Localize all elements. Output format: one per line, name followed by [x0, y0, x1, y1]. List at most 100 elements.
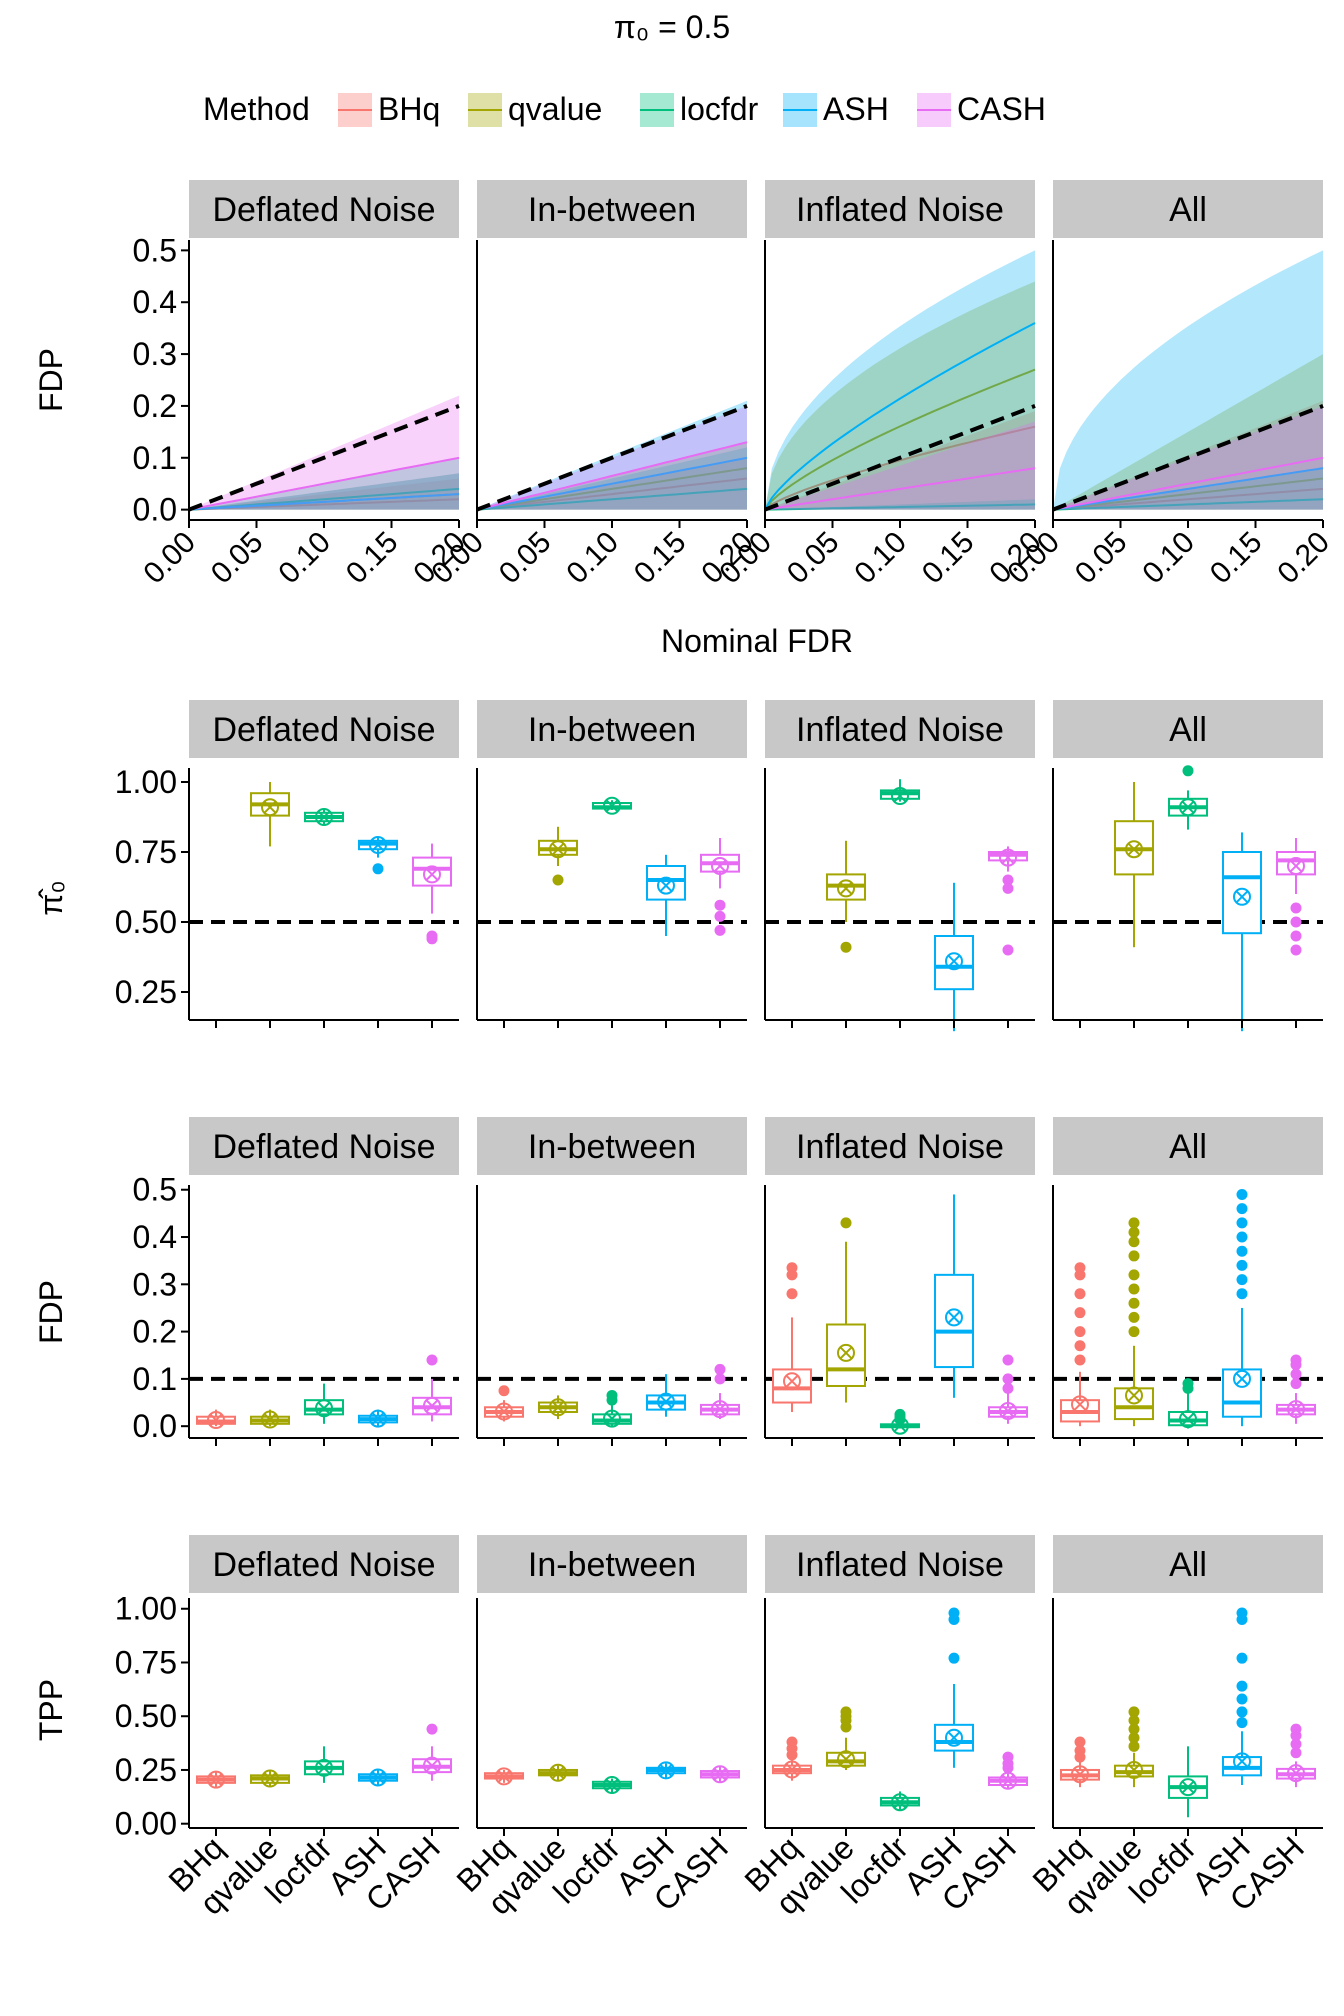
facet-strip: All [1053, 180, 1323, 238]
mean-marker [1125, 1386, 1143, 1405]
box-bhq [484, 1767, 524, 1786]
outlier-point [1128, 1283, 1140, 1295]
facet-label: All [1169, 191, 1207, 229]
box-locfdr [304, 1746, 344, 1783]
reference-line [476, 404, 748, 512]
y-tick-label: 0.0 [133, 1408, 177, 1444]
reference-line [188, 404, 460, 512]
facet-strip: Inflated Noise [765, 700, 1035, 758]
mean-marker [945, 1308, 963, 1327]
outlier-point [1128, 1715, 1140, 1727]
box-cash [412, 843, 452, 945]
median-line-bhq [764, 425, 1036, 511]
mean-marker [1233, 1369, 1251, 1388]
mean-marker [837, 1750, 855, 1769]
outlier-point [1236, 1706, 1248, 1718]
facet-strip: All [1053, 700, 1323, 758]
mean-marker [999, 1402, 1017, 1421]
legend-title: Method [203, 91, 310, 127]
outlier-point [1236, 1652, 1248, 1664]
mean-marker [783, 1372, 801, 1391]
box-qvalue [538, 1395, 578, 1420]
outlier-point [1074, 1288, 1086, 1300]
facet-label: In-between [528, 1128, 696, 1166]
outlier-point [1128, 1723, 1140, 1735]
y-tick-label: 0.2 [133, 388, 177, 424]
panel-deflated-noise: Deflated Noise 0.25 0.50 0.75 1.00 [115, 700, 459, 1028]
y-tick-label: 0.5 [133, 1172, 177, 1208]
box-locfdr [592, 796, 632, 815]
outlier-point [1236, 1259, 1248, 1271]
facet-label: In-between [528, 1546, 696, 1584]
outlier-point [714, 899, 726, 911]
ribbon-ash [1053, 250, 1323, 510]
outlier-point [1290, 930, 1302, 942]
box-bhq [196, 1770, 236, 1789]
box-cash [988, 846, 1028, 956]
outlier-point [840, 941, 852, 953]
outlier-point [1236, 1231, 1248, 1243]
box-qvalue [538, 1763, 578, 1782]
outlier-point [1074, 1262, 1086, 1274]
y-tick-label: 1.00 [115, 1591, 177, 1627]
facet-strip: In-between [477, 1117, 747, 1175]
mean-marker [1179, 798, 1197, 817]
box-body [1222, 1368, 1262, 1418]
reference-line [1052, 404, 1324, 512]
mean-marker [657, 1392, 675, 1411]
box-bhq [772, 1262, 812, 1412]
panel-all: All [1052, 700, 1323, 1032]
mean-marker [369, 836, 387, 854]
outlier-point [426, 1354, 438, 1366]
facet-strip: Inflated Noise [765, 1117, 1035, 1175]
facet-label: Deflated Noise [212, 191, 435, 229]
x-tick-label: 0.05 [781, 526, 846, 591]
box-body [646, 865, 686, 901]
box-body [826, 1323, 866, 1387]
facet-label: Inflated Noise [796, 1128, 1004, 1166]
median-line-cash [764, 467, 1036, 511]
facet-strip: Deflated Noise [189, 180, 459, 238]
facet-label: In-between [528, 191, 696, 229]
y-axis-label: FDP [33, 1280, 69, 1344]
facet-label: In-between [528, 711, 696, 749]
y-tick-label: 0.1 [133, 440, 177, 476]
box-qvalue [826, 1706, 866, 1770]
mean-marker [999, 1771, 1017, 1790]
legend-item-locfdr: locfdr [640, 91, 759, 127]
ribbon-locfdr [765, 499, 1035, 510]
outlier-point [552, 874, 564, 886]
outlier-point [840, 1217, 852, 1229]
mean-marker [315, 1758, 333, 1777]
y-axis-label: TPP [33, 1679, 69, 1741]
mean-marker [1287, 1400, 1305, 1419]
outlier-point [1002, 1382, 1014, 1394]
outlier-point [1290, 1723, 1302, 1735]
box-cash [1276, 1354, 1316, 1424]
y-tick-label: 0.3 [133, 1266, 177, 1302]
outlier-point [1128, 1326, 1140, 1338]
x-tick-label: 0.10 [272, 526, 337, 591]
median-line-qvalue [476, 467, 748, 511]
outlier-point [1128, 1297, 1140, 1309]
facet-strip: All [1053, 1117, 1323, 1175]
box-locfdr [880, 1791, 920, 1812]
mean-marker [1233, 1752, 1251, 1771]
box-body [412, 856, 452, 887]
facet-label: Deflated Noise [212, 711, 435, 749]
box-qvalue [1114, 782, 1154, 948]
mean-marker [1125, 1760, 1143, 1779]
outlier-point [840, 1706, 852, 1718]
box-ash [1222, 832, 1262, 1032]
outlier-point [1074, 1354, 1086, 1366]
x-tick-label: 0.15 [916, 526, 981, 591]
mean-marker [891, 787, 909, 805]
outlier-point [1236, 1607, 1248, 1619]
median-line-qvalue [1052, 477, 1324, 511]
mean-marker [711, 1765, 729, 1784]
y-tick-label: 0.50 [115, 1698, 177, 1734]
